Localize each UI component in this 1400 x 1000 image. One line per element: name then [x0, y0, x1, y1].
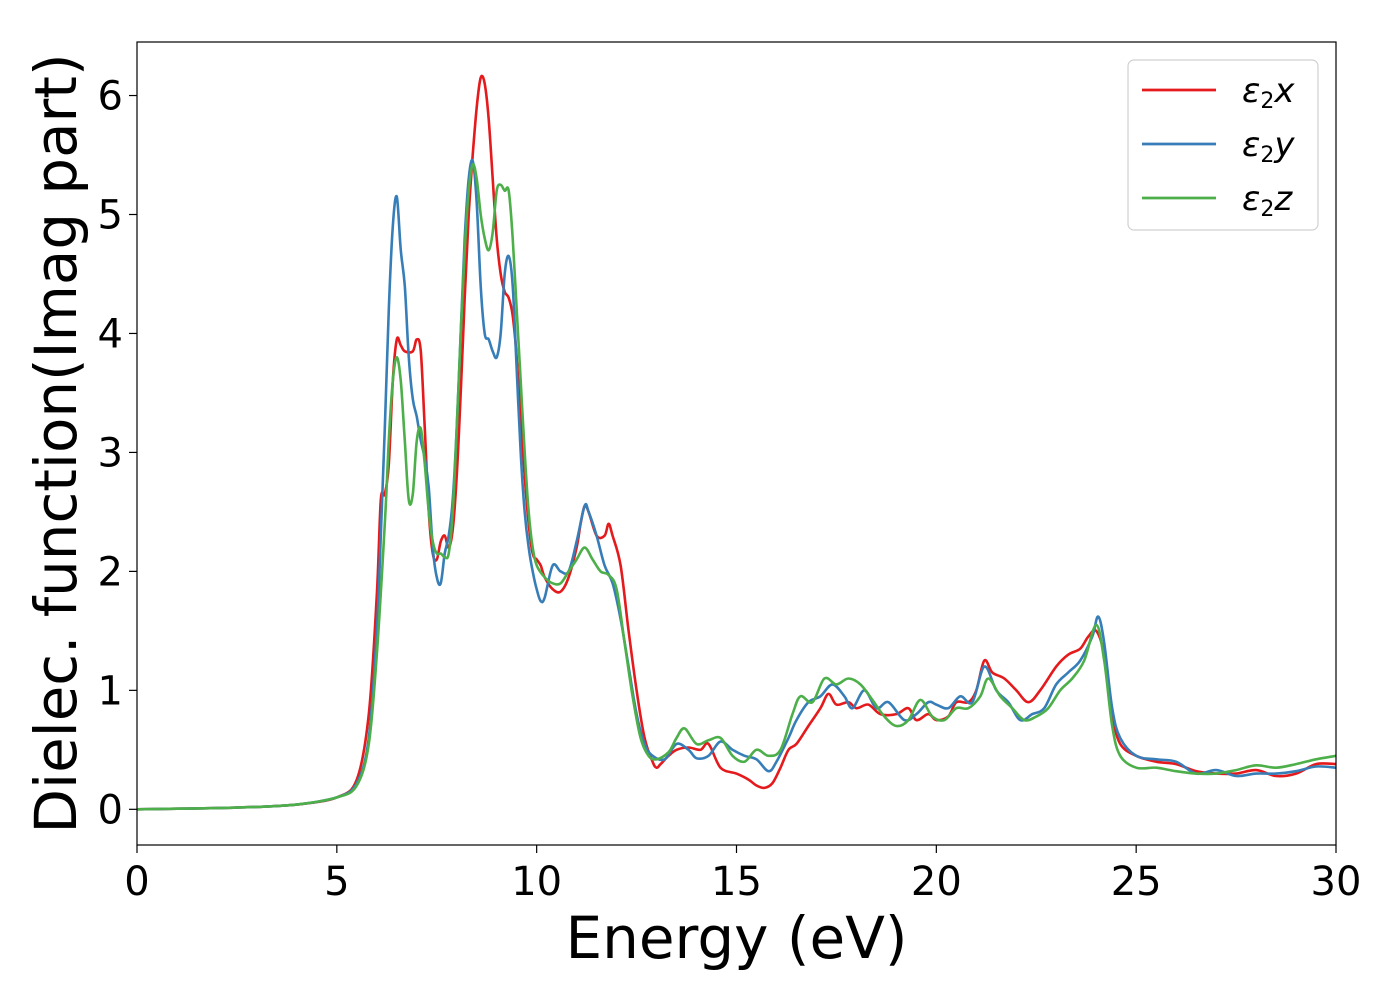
y-axis-ticks: 0 1 2 3 4 5 6: [98, 74, 137, 833]
legend: ε2x ε2y ε2z: [1127, 59, 1319, 231]
y-axis-title: Dielec. function(Imag part): [22, 54, 90, 834]
y-tick-label: 1: [98, 668, 123, 714]
x-tick-label: 15: [711, 859, 762, 905]
series-line-y: [137, 158, 1336, 811]
legend-label-y: ε2y: [1242, 125, 1295, 168]
x-axis-title: Energy (eV): [565, 904, 907, 972]
x-tick-label: 30: [1311, 859, 1362, 905]
x-tick-label: 10: [511, 859, 562, 905]
series-lines-layer: [137, 74, 1336, 811]
legend-box: [1127, 59, 1319, 231]
series-line-z: [137, 162, 1336, 811]
y-tick-label: 4: [98, 311, 123, 357]
x-tick-label: 5: [324, 859, 349, 905]
legend-label-x: ε2x: [1242, 71, 1295, 114]
x-tick-label: 20: [911, 859, 962, 905]
y-tick-label: 0: [98, 787, 123, 833]
y-tick-label: 6: [98, 74, 123, 120]
y-tick-label: 5: [98, 192, 123, 238]
x-tick-label: 0: [124, 859, 149, 905]
y-tick-label: 3: [98, 430, 123, 476]
x-axis-ticks: 0 5 10 15 20 25 30: [124, 845, 1361, 905]
y-tick-label: 2: [98, 549, 123, 595]
legend-label-z: ε2z: [1242, 179, 1293, 222]
x-tick-label: 25: [1111, 859, 1162, 905]
